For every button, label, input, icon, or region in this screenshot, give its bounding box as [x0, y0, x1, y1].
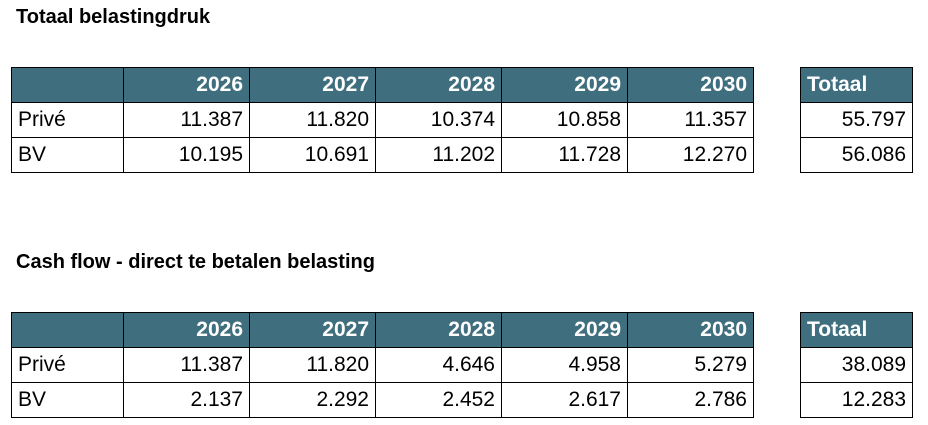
table-row: BV 2.137 2.292 2.452 2.617 2.786	[11, 382, 754, 418]
table-cell[interactable]: 11.387	[123, 102, 250, 138]
table-row: 38.089	[800, 347, 913, 383]
row-label[interactable]: BV	[11, 137, 124, 173]
header-totaal[interactable]: Totaal	[800, 67, 913, 103]
table-cell[interactable]: 10.195	[123, 137, 250, 173]
table-header-row: Totaal	[800, 67, 913, 103]
table-totaal-belastingdruk-totals: Totaal 55.797 56.086	[800, 67, 913, 173]
header-year-2028[interactable]: 2028	[375, 312, 502, 348]
table-cell[interactable]: 10.374	[375, 102, 502, 138]
table-cell[interactable]: 2.452	[375, 382, 502, 418]
header-empty-cell	[11, 312, 124, 348]
table-cell[interactable]: 11.387	[123, 347, 250, 383]
table-cell[interactable]: 10.858	[501, 102, 628, 138]
table-header-row: Totaal	[800, 312, 913, 348]
table-row: Privé 11.387 11.820 10.374 10.858 11.357	[11, 102, 754, 138]
table-cell[interactable]: 2.137	[123, 382, 250, 418]
header-year-2028[interactable]: 2028	[375, 67, 502, 103]
table-cell[interactable]: 2.292	[249, 382, 376, 418]
header-year-2030[interactable]: 2030	[627, 67, 754, 103]
table-row: 56.086	[800, 137, 913, 173]
table-row: 12.283	[800, 382, 913, 418]
table-cell[interactable]: 5.279	[627, 347, 754, 383]
section-title-totaal-belastingdruk: Totaal belastingdruk	[16, 6, 211, 28]
table-totaal-belastingdruk: 2026 2027 2028 2029 2030 Privé 11.387 11…	[11, 67, 754, 173]
header-year-2027[interactable]: 2027	[249, 312, 376, 348]
header-year-2026[interactable]: 2026	[123, 67, 250, 103]
header-year-2030[interactable]: 2030	[627, 312, 754, 348]
table-cell[interactable]: 12.270	[627, 137, 754, 173]
total-cell[interactable]: 12.283	[800, 382, 913, 418]
total-cell[interactable]: 38.089	[800, 347, 913, 383]
table-cell[interactable]: 11.820	[249, 102, 376, 138]
header-year-2026[interactable]: 2026	[123, 312, 250, 348]
total-cell[interactable]: 55.797	[800, 102, 913, 138]
header-year-2029[interactable]: 2029	[501, 312, 628, 348]
row-label[interactable]: Privé	[11, 347, 124, 383]
row-label[interactable]: BV	[11, 382, 124, 418]
header-totaal[interactable]: Totaal	[800, 312, 913, 348]
table-cash-flow: 2026 2027 2028 2029 2030 Privé 11.387 11…	[11, 312, 754, 418]
table-row: 55.797	[800, 102, 913, 138]
table-cell[interactable]: 10.691	[249, 137, 376, 173]
total-cell[interactable]: 56.086	[800, 137, 913, 173]
header-year-2029[interactable]: 2029	[501, 67, 628, 103]
table-cell[interactable]: 4.646	[375, 347, 502, 383]
header-year-2027[interactable]: 2027	[249, 67, 376, 103]
table-cell[interactable]: 2.617	[501, 382, 628, 418]
table-cell[interactable]: 11.728	[501, 137, 628, 173]
table-row: BV 10.195 10.691 11.202 11.728 12.270	[11, 137, 754, 173]
table-cash-flow-totals: Totaal 38.089 12.283	[800, 312, 913, 418]
table-header-row: 2026 2027 2028 2029 2030	[11, 67, 754, 103]
header-empty-cell	[11, 67, 124, 103]
section-title-cash-flow: Cash flow - direct te betalen belasting	[16, 251, 375, 273]
table-cell[interactable]: 2.786	[627, 382, 754, 418]
row-label[interactable]: Privé	[11, 102, 124, 138]
table-cell[interactable]: 4.958	[501, 347, 628, 383]
table-header-row: 2026 2027 2028 2029 2030	[11, 312, 754, 348]
table-cell[interactable]: 11.202	[375, 137, 502, 173]
table-cell[interactable]: 11.357	[627, 102, 754, 138]
table-row: Privé 11.387 11.820 4.646 4.958 5.279	[11, 347, 754, 383]
table-cell[interactable]: 11.820	[249, 347, 376, 383]
